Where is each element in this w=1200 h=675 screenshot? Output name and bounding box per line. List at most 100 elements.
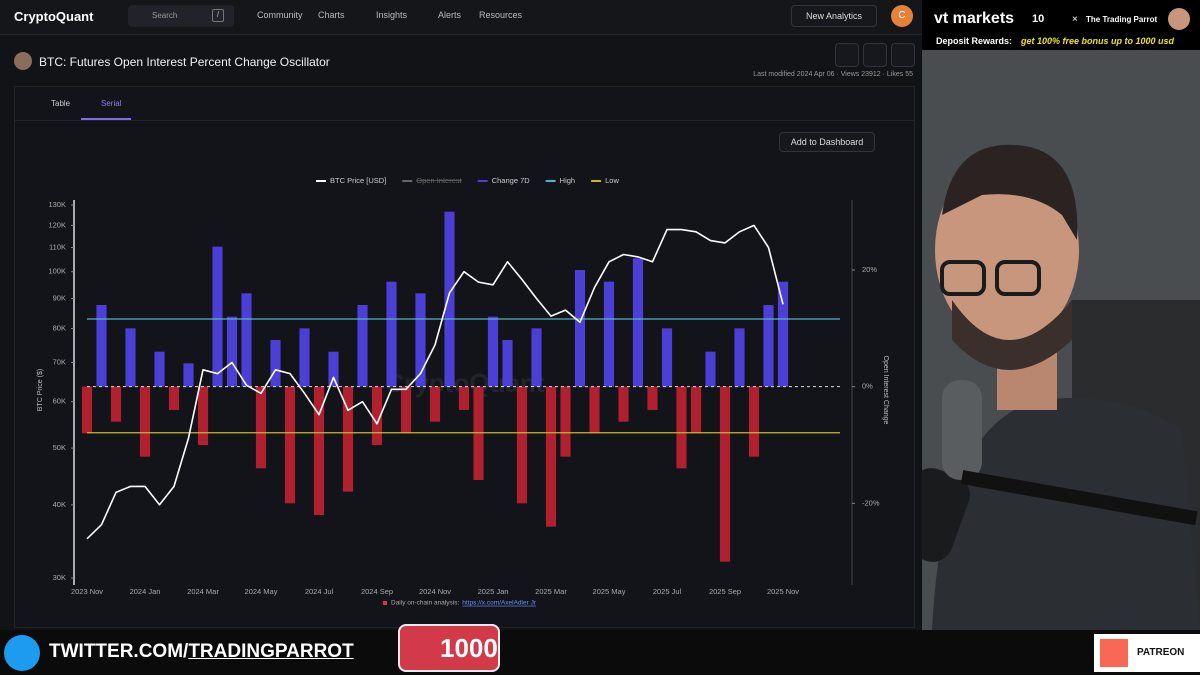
y-tick-label: 50K	[53, 443, 66, 452]
change-bar	[255, 386, 267, 469]
change-bar	[429, 386, 441, 422]
y-axis-label: BTC Price ($)	[37, 369, 44, 411]
microphone	[922, 468, 970, 562]
y2-tick-label: 20%	[862, 265, 877, 274]
change-bar	[487, 316, 499, 387]
y-tick-label: 60K	[53, 397, 66, 406]
change-bar	[357, 305, 368, 387]
change-bar	[603, 281, 615, 387]
change-bar	[328, 351, 339, 387]
y-tick-label: 100K	[48, 267, 66, 276]
ad-label: Deposit Rewards:	[936, 36, 1013, 46]
tab[interactable]: Serial	[101, 99, 122, 108]
change-bar	[705, 351, 716, 387]
x-tick-label: 2024 Jul	[305, 587, 334, 596]
search-key: /	[212, 9, 224, 22]
ad-avatar	[1168, 8, 1190, 30]
x-tick-label: 2024 Sep	[361, 587, 393, 596]
x-tick-label: 2024 Jan	[130, 587, 161, 596]
x-tick-label: 2025 Jul	[653, 587, 682, 596]
ad-partner: The Trading Parrot	[1086, 15, 1158, 24]
change-bar	[125, 328, 136, 387]
change-bar	[371, 386, 383, 445]
hair	[942, 144, 1078, 240]
x-tick-label: 2025 Mar	[535, 587, 567, 596]
avatar[interactable]: C	[891, 5, 913, 27]
change-bar	[154, 351, 165, 387]
tab[interactable]: Table	[51, 99, 71, 108]
likes-badge: 1000	[398, 624, 500, 672]
ad-banner: vt markets 10 × The Trading Parrot Depos…	[922, 0, 1200, 50]
change-bar	[96, 305, 107, 387]
nav-link[interactable]: Insights	[376, 10, 408, 20]
x-tick-label: 2024 Nov	[419, 587, 451, 596]
x-tick-label: 2023 Nov	[71, 587, 103, 596]
change-bar	[81, 386, 93, 434]
beard	[952, 300, 1072, 370]
bookmark-button[interactable]	[863, 43, 887, 67]
y2-tick-label: 0%	[862, 382, 873, 391]
source-marker	[383, 601, 387, 605]
mic-mount	[942, 380, 982, 480]
author-avatar	[14, 52, 32, 70]
ad-badge: 10	[1032, 13, 1045, 25]
change-bar	[690, 386, 702, 434]
new-analytics-button[interactable]: New Analytics	[791, 5, 877, 27]
twitter-link[interactable]: TWITTER.COM/TRADINGPARROT	[49, 641, 354, 663]
y-tick-label: 120K	[48, 220, 66, 229]
change-bar	[415, 293, 426, 387]
change-bar	[516, 386, 528, 504]
nav-link[interactable]: Resources	[479, 10, 523, 20]
change-bar	[560, 386, 571, 457]
y-tick-label: 80K	[53, 323, 66, 332]
logo[interactable]: CryptoQuant	[14, 9, 94, 24]
change-bar	[502, 340, 513, 387]
glasses	[940, 260, 986, 296]
change-bar	[139, 386, 151, 457]
change-bar	[400, 386, 412, 434]
x-tick-label: 2025 May	[593, 587, 626, 596]
y-tick-label: 90K	[53, 294, 66, 303]
nav-link[interactable]: Charts	[318, 10, 345, 20]
change-bar	[647, 386, 658, 410]
y-tick-label: 110K	[49, 242, 66, 251]
change-bar	[168, 386, 180, 410]
change-bar	[284, 386, 296, 504]
change-bar	[545, 386, 557, 527]
like-button[interactable]	[835, 43, 859, 67]
y2-axis-label: Open Interest Change	[882, 356, 889, 425]
change-bar	[734, 328, 745, 387]
x-tick-label: 2025 Nov	[767, 587, 799, 596]
legend-label[interactable]: Change 7D	[492, 176, 531, 185]
x-tick-label: 2024 Mar	[187, 587, 219, 596]
source-link[interactable]: https://x.com/AxelAdler Jr	[462, 600, 537, 607]
nav-bar: CryptoQuant Search / Community Charts In…	[0, 0, 922, 35]
legend-label[interactable]: High	[560, 176, 575, 185]
legend-label[interactable]: Low	[605, 176, 619, 185]
change-bar	[270, 340, 281, 387]
price-line	[86, 224, 784, 540]
search-box[interactable]: Search /	[128, 5, 234, 27]
twitter-icon	[4, 635, 40, 671]
legend-label[interactable]: BTC Price [USD]	[330, 176, 386, 185]
nav-link[interactable]: Alerts	[438, 10, 462, 20]
add-dashboard-button[interactable]: Add to Dashboard	[779, 132, 875, 152]
change-bar	[226, 316, 238, 387]
y-tick-label: 30K	[53, 573, 66, 582]
change-bar	[458, 386, 470, 410]
change-bar	[342, 386, 354, 492]
ad-offer: get 100% free bonus up to 1000 usd	[1021, 36, 1175, 46]
change-bar	[444, 211, 455, 387]
patreon-badge[interactable]: PATREON	[1094, 634, 1200, 672]
more-button[interactable]	[891, 43, 915, 67]
x-tick-label: 2024 May	[245, 587, 278, 596]
legend-label[interactable]: Open Interest	[416, 176, 462, 185]
change-bar	[763, 305, 774, 387]
change-bar	[719, 386, 731, 562]
change-bar	[777, 281, 789, 387]
ad-brand: vt markets	[934, 10, 1015, 27]
nav-link[interactable]: Community	[257, 10, 303, 20]
change-bar	[574, 270, 586, 387]
y-tick-label: 40K	[53, 500, 66, 509]
